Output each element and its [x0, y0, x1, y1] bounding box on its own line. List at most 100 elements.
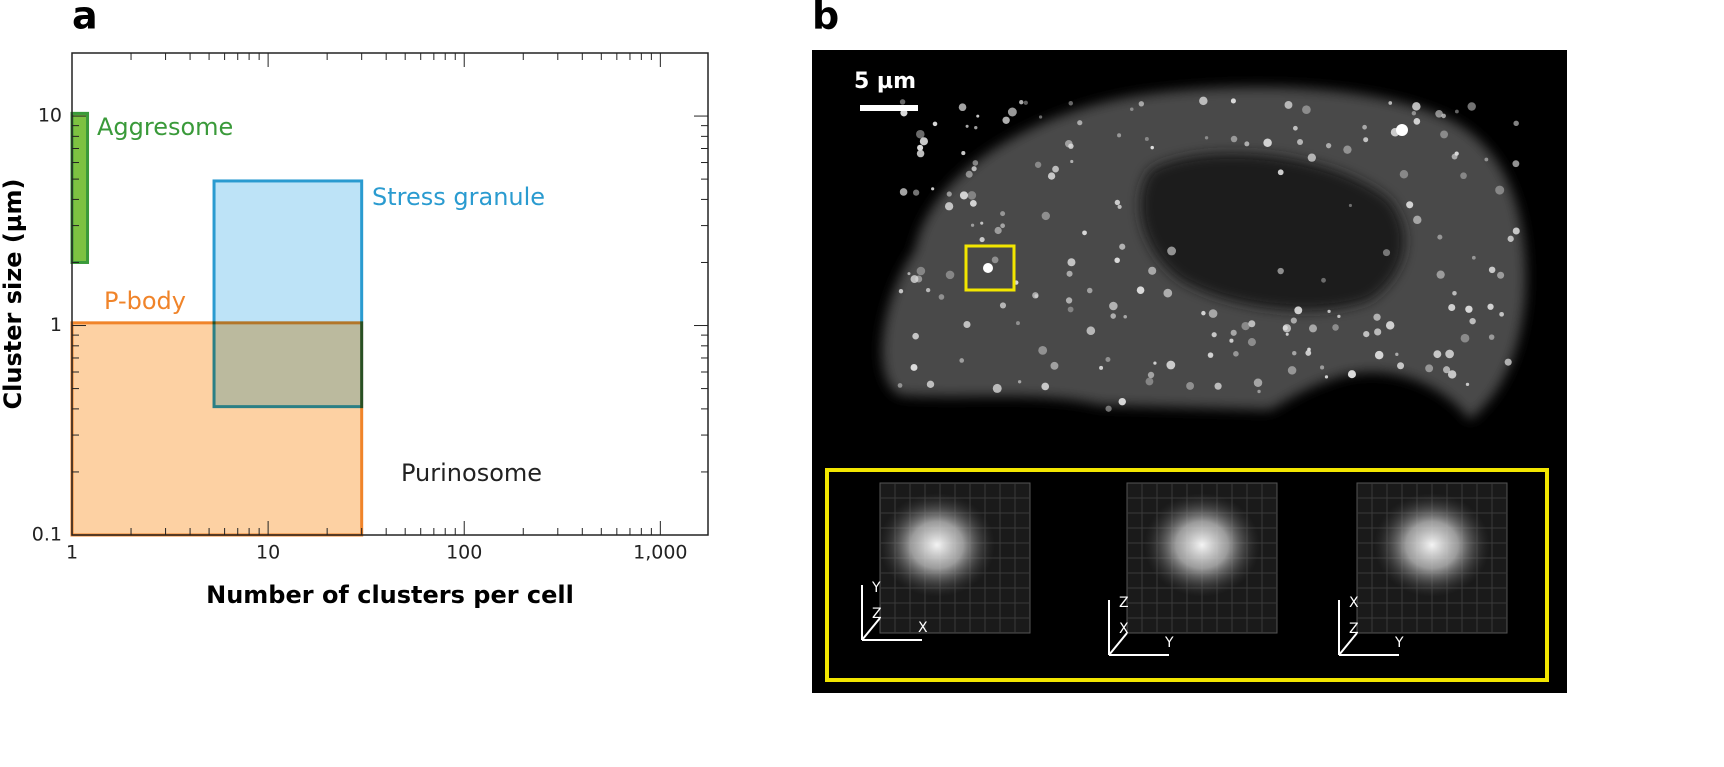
- punctum: [1070, 159, 1074, 164]
- punctum: [1305, 350, 1312, 356]
- punctum: [994, 226, 1002, 235]
- punctum: [959, 358, 965, 363]
- punctum: [1041, 211, 1050, 221]
- panel-label: a: [72, 0, 98, 38]
- puncta: [897, 96, 1520, 412]
- punctum: [1241, 321, 1250, 331]
- punctum: [1099, 365, 1104, 370]
- axis-letter: X: [1119, 621, 1129, 637]
- punctum: [1145, 377, 1154, 386]
- punctum: [897, 383, 903, 388]
- punctum: [1207, 352, 1214, 358]
- punctum: [1201, 310, 1206, 316]
- punctum: [971, 166, 977, 172]
- punctum: [1448, 303, 1456, 312]
- punctum: [1363, 137, 1369, 143]
- punctum: [1307, 153, 1316, 162]
- punctum: [1277, 169, 1284, 176]
- punctum: [974, 125, 978, 130]
- punctum: [1406, 201, 1414, 209]
- punctum: [1441, 113, 1446, 119]
- punctum: [926, 380, 935, 389]
- punctum: [1077, 120, 1083, 126]
- punctum: [1253, 378, 1263, 387]
- punctum: [1321, 277, 1326, 283]
- y-tick-label: 0.1: [32, 524, 62, 546]
- punctum: [1445, 349, 1454, 359]
- punctum: [1465, 305, 1473, 313]
- punctum: [1136, 286, 1145, 294]
- punctum: [1068, 101, 1074, 106]
- punctum: [1488, 266, 1496, 274]
- nucleus: [1140, 153, 1405, 311]
- punctum: [900, 109, 908, 117]
- roi-box: [964, 244, 1016, 292]
- punctum: [1015, 321, 1020, 326]
- scale-bar-label: 5 µm: [854, 69, 916, 94]
- panel-label: b: [812, 0, 839, 38]
- punctum: [969, 199, 977, 207]
- punctum: [1052, 165, 1059, 173]
- punctum: [1302, 105, 1311, 115]
- range-box: [70, 111, 90, 264]
- punctum: [1050, 361, 1059, 370]
- punctum: [1451, 153, 1458, 160]
- punctum: [1413, 215, 1422, 225]
- punctum: [1290, 317, 1297, 324]
- punctum: [938, 294, 945, 300]
- punctum: [1374, 350, 1384, 360]
- punctum: [1109, 301, 1118, 311]
- punctum: [1488, 334, 1495, 340]
- punctum: [1034, 161, 1042, 168]
- punctum: [970, 223, 975, 227]
- punctum: [1204, 136, 1209, 140]
- punctum: [976, 114, 980, 118]
- axis-arrow: [1338, 632, 1358, 656]
- punctum: [1082, 230, 1087, 236]
- punctum: [912, 332, 919, 340]
- punctum: [925, 287, 931, 293]
- punctum: [1066, 270, 1073, 277]
- punctum: [1443, 366, 1451, 374]
- punctum: [1465, 382, 1470, 387]
- punctum: [946, 191, 952, 197]
- box-label: Stress granule: [372, 183, 545, 211]
- punctum: [1114, 257, 1120, 264]
- punctum: [1484, 157, 1489, 162]
- punctum: [1105, 357, 1111, 363]
- punctum: [899, 99, 906, 105]
- x-tick-label: 100: [446, 542, 482, 564]
- punctum: [1208, 309, 1218, 318]
- punctum: [1467, 102, 1476, 111]
- punctum: [1065, 297, 1073, 304]
- punctum: [965, 124, 969, 128]
- punctum: [1047, 172, 1056, 180]
- punctum: [1399, 170, 1409, 179]
- punctum: [1293, 125, 1298, 131]
- punctum: [980, 221, 984, 225]
- punctum: [963, 320, 971, 329]
- punctum: [1214, 382, 1222, 390]
- punctum: [916, 149, 925, 158]
- punctum: [1425, 364, 1434, 373]
- punctum: [1086, 287, 1093, 294]
- inset-blob: [1374, 493, 1490, 597]
- axis-letter: Z: [1119, 595, 1129, 611]
- punctum: [1412, 102, 1421, 111]
- punctum: [1447, 370, 1457, 379]
- punctum: [967, 191, 977, 200]
- punctum: [1388, 101, 1393, 105]
- punctum: [1105, 405, 1112, 412]
- punctum: [1130, 107, 1134, 111]
- punctum: [1513, 120, 1519, 127]
- punctum: [1147, 371, 1155, 379]
- punctum: [1324, 375, 1329, 379]
- punctum: [1504, 358, 1512, 366]
- punctum: [1292, 350, 1297, 356]
- punctum: [1002, 116, 1010, 124]
- punctum: [1435, 109, 1443, 118]
- punctum: [1123, 314, 1127, 319]
- punctum: [1138, 101, 1145, 107]
- punctum: [1309, 324, 1317, 333]
